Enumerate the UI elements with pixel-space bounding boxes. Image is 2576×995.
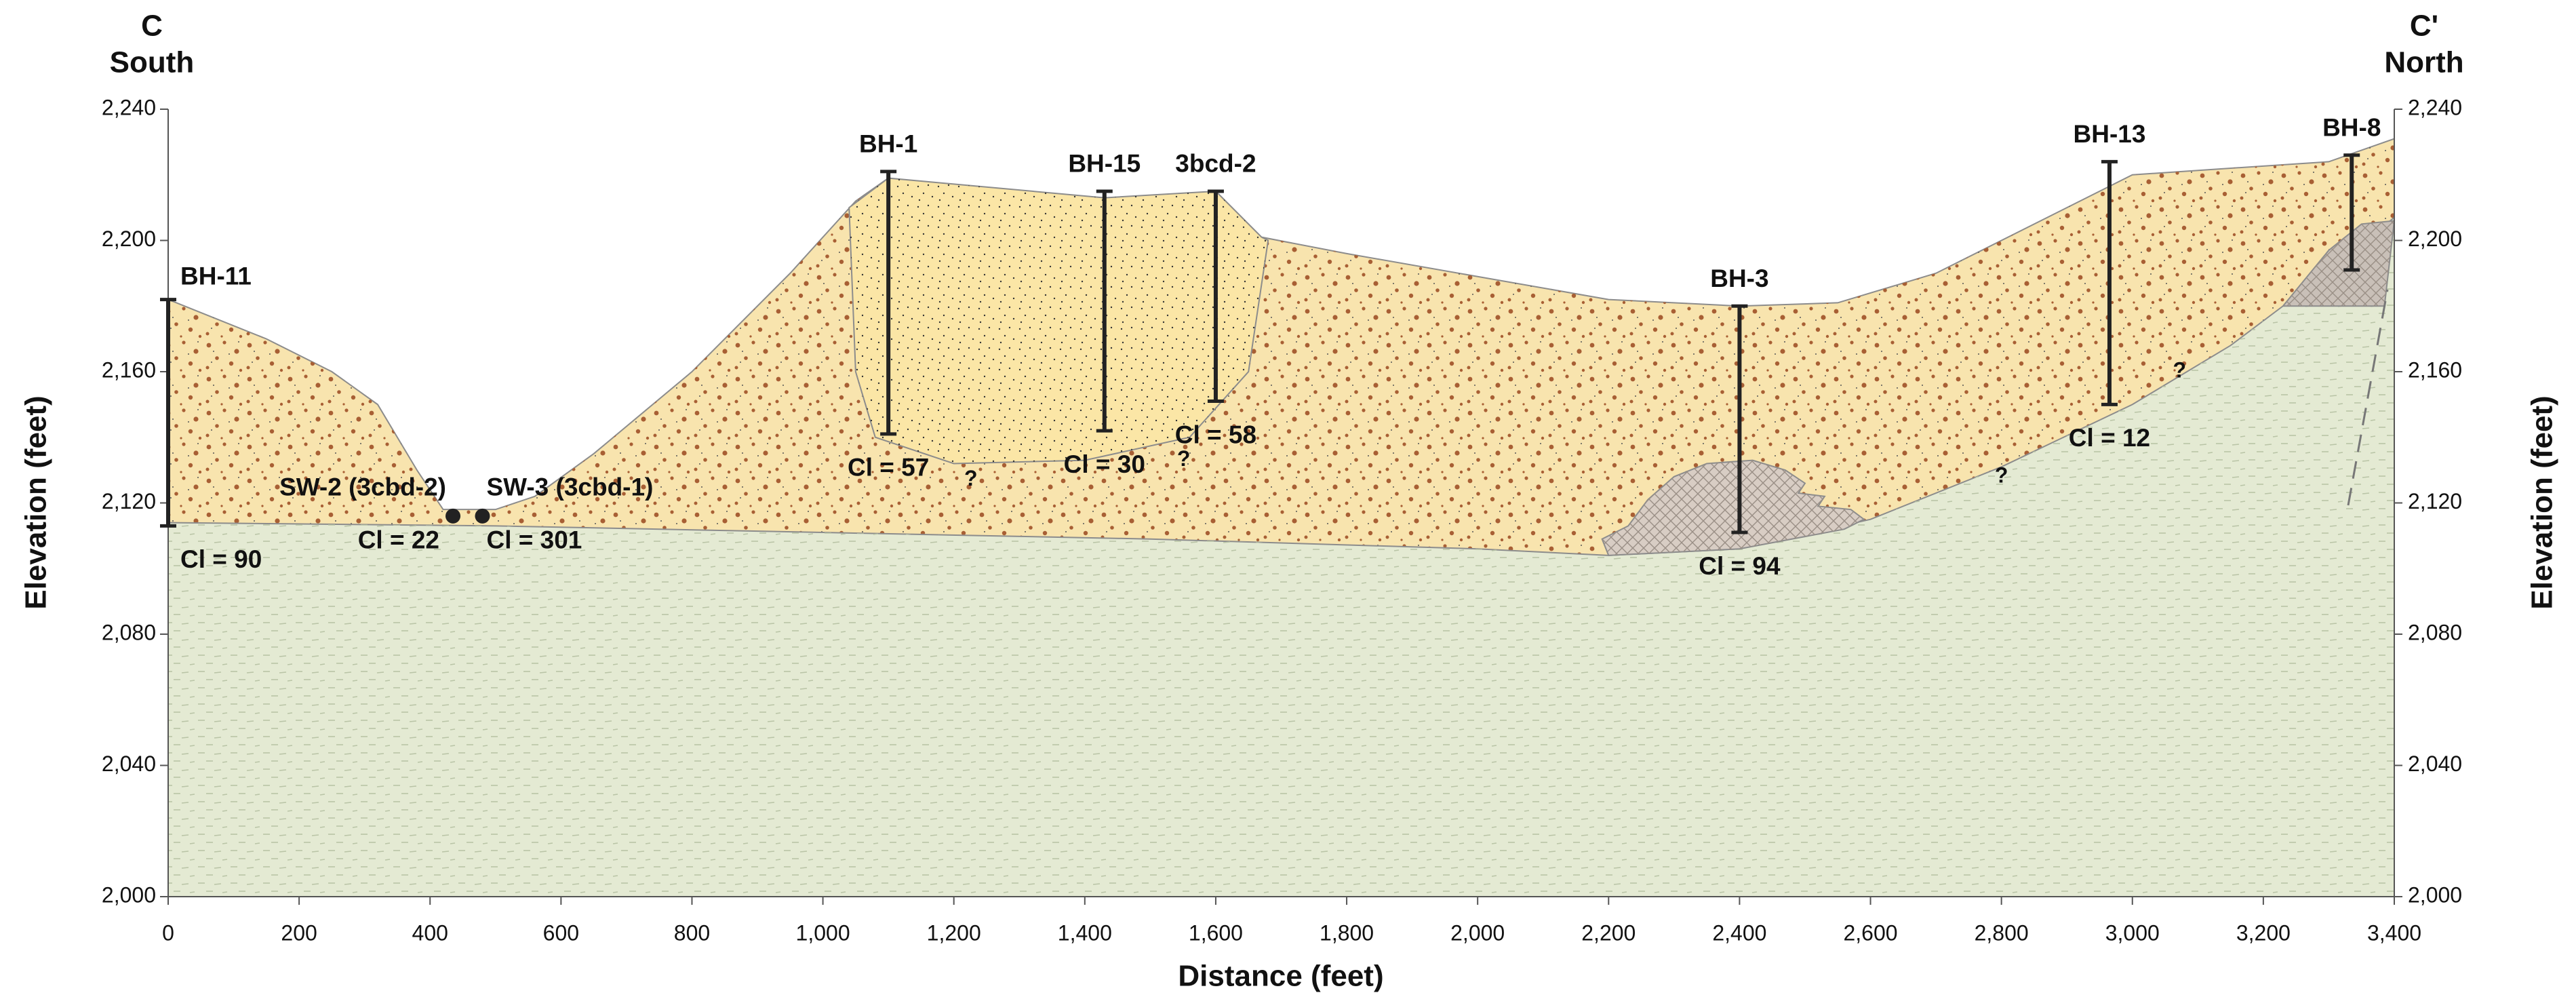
spring-point	[445, 509, 460, 524]
y2-tick-label: 2,200	[2408, 227, 2462, 251]
y-tick-label: 2,240	[102, 95, 156, 119]
y2-tick-label: 2,160	[2408, 357, 2462, 382]
section-end-label: C	[141, 9, 163, 43]
x-tick-label: 3,400	[2367, 920, 2421, 945]
x-axis-title: Distance (feet)	[1178, 960, 1383, 993]
x-tick-label: 3,200	[2236, 920, 2291, 945]
y-tick-label: 2,200	[102, 227, 156, 251]
y2-tick-label: 2,080	[2408, 620, 2462, 644]
spring-point	[475, 509, 490, 524]
section-direction: South	[110, 46, 195, 79]
layers	[168, 139, 2394, 897]
y-tick-label: 2,160	[102, 357, 156, 382]
x-tick-label: 2,000	[1450, 920, 1505, 945]
y2-tick-label: 2,120	[2408, 489, 2462, 513]
chloride-label: Cl = 58	[1175, 421, 1256, 448]
x-tick-label: 3,000	[2105, 920, 2160, 945]
y-tick-label: 2,040	[102, 752, 156, 776]
x-tick-label: 800	[674, 920, 710, 945]
uncertainty-mark: ?	[2173, 357, 2187, 382]
x-tick-label: 2,200	[1581, 920, 1636, 945]
borehole-name: BH-15	[1068, 150, 1141, 178]
x-tick-label: 1,400	[1058, 920, 1112, 945]
uncertainty-mark: ?	[1177, 446, 1191, 471]
borehole-name: BH-3	[1710, 265, 1768, 292]
section-end-label: C'	[2410, 9, 2438, 43]
chart: C South C' North Distance (feet) Elevati…	[0, 0, 2576, 995]
x-tick-label: 1,800	[1320, 920, 1374, 945]
x-tick-label: 1,200	[927, 920, 981, 945]
x-tick-label: 2,400	[1712, 920, 1766, 945]
borehole-name: BH-13	[2074, 120, 2146, 148]
uncertainty-mark: ?	[964, 466, 978, 490]
borehole-name: BH-8	[2322, 114, 2381, 142]
uncertainty-mark: ?	[1995, 463, 2008, 487]
y2-tick-label: 2,040	[2408, 752, 2462, 776]
x-tick-label: 0	[162, 920, 174, 945]
y-axis-title: Elevation (feet)	[20, 395, 53, 609]
borehole-name: 3bcd-2	[1175, 150, 1256, 178]
x-tick-label: 2,600	[1843, 920, 1897, 945]
chloride-label: Cl = 94	[1699, 552, 1781, 580]
y2-axis-title: Elevation (feet)	[2526, 395, 2559, 609]
borehole-name: BH-1	[859, 130, 917, 158]
chloride-label: Cl = 301	[486, 526, 582, 554]
chloride-label: Cl = 30	[1064, 450, 1145, 478]
y2-tick-label: 2,000	[2408, 882, 2462, 907]
x-tick-label: 1,000	[796, 920, 850, 945]
borehole-name: BH-11	[180, 262, 252, 290]
section-direction: North	[2384, 46, 2463, 79]
chloride-label: Cl = 12	[2069, 424, 2150, 452]
y2-tick-label: 2,240	[2408, 95, 2462, 119]
y-tick-label: 2,120	[102, 489, 156, 513]
y-tick-label: 2,080	[102, 620, 156, 644]
x-tick-label: 200	[281, 920, 317, 945]
chloride-label: Cl = 57	[848, 454, 929, 482]
x-tick-label: 600	[543, 920, 579, 945]
x-tick-label: 1,600	[1189, 920, 1243, 945]
x-tick-label: 2,800	[1975, 920, 2029, 945]
x-tick-label: 400	[412, 920, 448, 945]
chloride-label: Cl = 90	[180, 545, 262, 573]
y-tick-label: 2,000	[102, 882, 156, 907]
spring-name: SW-2 (3cbd-2)	[279, 473, 446, 501]
chloride-label: Cl = 22	[358, 526, 439, 554]
spring-name: SW-3 (3cbd-1)	[486, 473, 653, 501]
